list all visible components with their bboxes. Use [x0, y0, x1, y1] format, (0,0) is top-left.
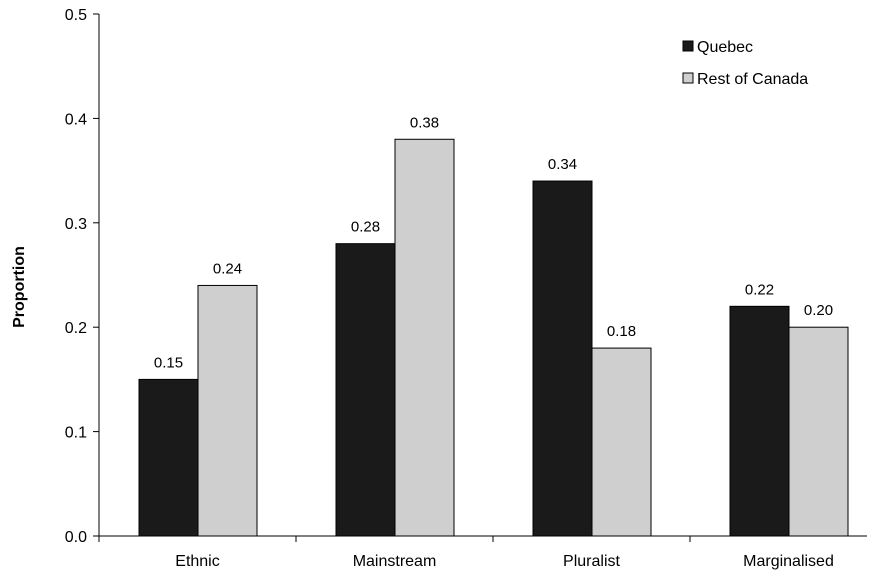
bar-quebec: [138, 378, 199, 537]
value-label-rest-of-canada: 0.18: [607, 323, 636, 340]
y-tick-label: 0.1: [65, 425, 87, 442]
y-tick-label: 0.0: [65, 529, 87, 546]
legend-label-rest-of-canada: Rest of Canada: [697, 71, 808, 88]
value-label-rest-of-canada: 0.20: [804, 302, 833, 319]
y-tick-label: 0.4: [65, 111, 87, 128]
x-category-label: Ethnic: [175, 553, 219, 570]
x-category-label: Pluralist: [563, 553, 620, 570]
value-label-quebec: 0.28: [351, 219, 380, 236]
value-label-quebec: 0.34: [548, 156, 577, 173]
y-axis-label: Proportion: [11, 246, 28, 328]
value-labels: 0.15 0.28 0.34 0.22 0.24 0.38 0.18 0.20: [154, 114, 833, 371]
legend-swatch-rest-of-canada: [682, 72, 694, 84]
bar-quebec: [335, 243, 396, 537]
legend-label-quebec: Quebec: [697, 39, 753, 56]
bar-quebec: [532, 180, 593, 537]
bar-rest-of-canada: [394, 138, 455, 537]
x-category-label: Marginalised: [743, 553, 834, 570]
y-tick-label: 0.3: [65, 216, 87, 233]
bars: [138, 138, 849, 537]
bar-rest-of-canada: [197, 284, 258, 537]
value-label-quebec: 0.15: [154, 354, 183, 371]
value-label-quebec: 0.22: [745, 281, 774, 298]
value-label-rest-of-canada: 0.24: [213, 260, 242, 277]
legend: Quebec Rest of Canada: [682, 39, 808, 88]
bar-rest-of-canada: [788, 326, 849, 537]
legend-swatch-quebec: [682, 40, 694, 52]
bar-rest-of-canada: [591, 347, 652, 537]
y-ticks: 0.0 0.1 0.2 0.3 0.4 0.5: [65, 7, 99, 546]
value-label-rest-of-canada: 0.38: [410, 114, 439, 131]
bar-quebec: [729, 305, 790, 537]
x-ticks: Ethnic Mainstream Pluralist Marginalised: [98, 536, 834, 570]
x-category-label: Mainstream: [353, 553, 437, 570]
y-tick-label: 0.5: [65, 7, 87, 24]
y-tick-label: 0.2: [65, 320, 87, 337]
